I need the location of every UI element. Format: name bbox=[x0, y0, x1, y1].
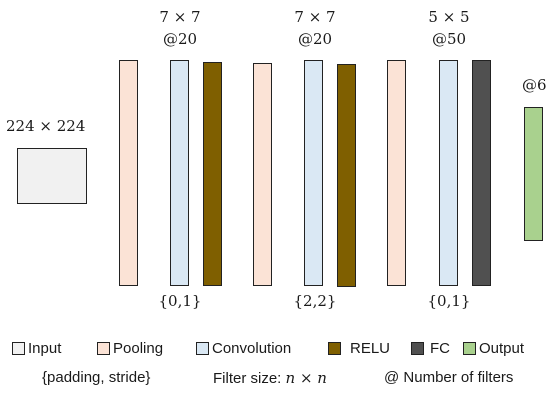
block1-params-label: {0,1} bbox=[158, 292, 202, 310]
block3-kernel-label: 5 × 5 bbox=[428, 8, 470, 26]
legend-item-relu: RELU bbox=[328, 337, 390, 359]
block3-pooling-layer bbox=[387, 60, 406, 286]
legend-label: Convolution bbox=[212, 339, 292, 357]
output-layer bbox=[524, 107, 543, 241]
legend: Input Pooling Convolution RELU FC Output bbox=[0, 337, 551, 359]
block1-conv-layer bbox=[170, 60, 189, 286]
block2-params-label: {2,2} bbox=[293, 292, 337, 310]
filter-size-note: Filter size: n × n bbox=[213, 369, 327, 387]
block2-kernel-label: 7 × 7 bbox=[294, 8, 336, 26]
block1-filters-label: @20 bbox=[162, 30, 198, 48]
block3-filters-label: @50 bbox=[431, 30, 467, 48]
params-key-note: {padding, stride} bbox=[42, 369, 151, 386]
legend-label: Pooling bbox=[113, 339, 164, 357]
filter-size-expr: n × n bbox=[285, 369, 327, 387]
filters-key-note: @ Number of filters bbox=[384, 369, 514, 386]
legend-item-input: Input bbox=[12, 337, 61, 359]
filter-size-label: Filter size: bbox=[213, 370, 286, 387]
convolution-swatch-icon bbox=[196, 341, 209, 355]
input-swatch-icon bbox=[12, 341, 25, 355]
legend-item-pooling: Pooling bbox=[97, 337, 163, 359]
legend-item-fc: FC bbox=[411, 337, 450, 359]
legend-label: RELU bbox=[350, 339, 391, 357]
relu-swatch-icon bbox=[328, 341, 341, 355]
fc-layer bbox=[472, 60, 491, 286]
block3-conv-layer bbox=[439, 60, 458, 286]
output-filters-label: @6 bbox=[522, 76, 547, 94]
block3-params-label: {0,1} bbox=[427, 292, 471, 310]
legend-label: Output bbox=[479, 339, 525, 357]
block2-pooling-layer bbox=[253, 63, 272, 286]
output-swatch-icon bbox=[463, 341, 476, 355]
legend-item-output: Output bbox=[463, 337, 524, 359]
block2-filters-label: @20 bbox=[297, 30, 333, 48]
fc-swatch-icon bbox=[411, 341, 424, 355]
input-layer bbox=[17, 148, 87, 204]
block1-relu-layer bbox=[203, 62, 222, 286]
input-size-label: 224 × 224 bbox=[6, 117, 86, 135]
block2-relu-layer bbox=[337, 64, 356, 287]
block1-kernel-label: 7 × 7 bbox=[159, 8, 201, 26]
legend-item-convolution: Convolution bbox=[196, 337, 291, 359]
pooling-swatch-icon bbox=[97, 341, 110, 355]
block1-pooling-layer bbox=[119, 60, 138, 286]
legend-label: FC bbox=[430, 339, 450, 357]
legend-label: Input bbox=[28, 339, 62, 357]
block2-conv-layer bbox=[304, 60, 323, 286]
